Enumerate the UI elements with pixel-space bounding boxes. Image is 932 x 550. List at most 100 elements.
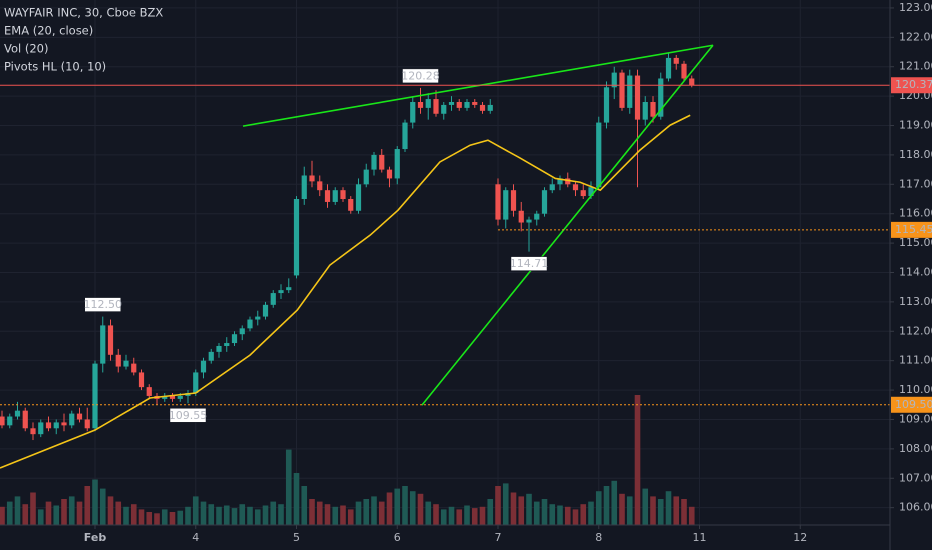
candle-body [363, 169, 369, 185]
candle-body [177, 395, 183, 399]
volume-bar [363, 499, 370, 525]
x-tick-label: 5 [293, 531, 300, 544]
volume-bar [278, 504, 284, 525]
y-tick-label: 110.00 [899, 383, 932, 396]
candle-body [169, 395, 176, 399]
volume-bar [285, 449, 292, 525]
ema-line [0, 114, 691, 469]
x-tick-label: 11 [693, 531, 707, 544]
volume-bar [611, 480, 618, 525]
volume-bar [130, 504, 137, 525]
pivot-box [510, 256, 548, 271]
volume-bar [84, 486, 91, 525]
x-tick-label: Feb [84, 531, 107, 544]
y-tick-label: 106.00 [899, 501, 932, 514]
volume-bar [580, 504, 587, 525]
candle-body [433, 99, 439, 114]
volume-bar [495, 486, 501, 525]
volume-bar [673, 496, 680, 525]
volume-bar [541, 499, 548, 525]
y-tick-label: 119.00 [899, 119, 932, 132]
volume-bar [340, 505, 346, 525]
volume-bar [456, 509, 463, 525]
volume-bar [433, 504, 439, 525]
candle-body [588, 187, 594, 197]
volume-bar [76, 501, 83, 525]
candle-body [441, 104, 447, 114]
y-tick-label: 121.00 [899, 60, 932, 73]
volume-bar [107, 496, 114, 525]
volume-bar [464, 505, 470, 525]
volume-bar [169, 512, 176, 525]
pivot-box [169, 408, 207, 423]
candle-body [247, 319, 253, 329]
price-label-box [891, 396, 932, 413]
legend-volume: Vol (20) [4, 42, 48, 56]
trend-line [421, 44, 714, 406]
candle-body [239, 328, 245, 335]
volume-bar [37, 509, 44, 525]
candle-body [0, 416, 5, 426]
volume-bar [123, 506, 129, 525]
volume-bar [223, 505, 230, 525]
candle-body [61, 422, 67, 426]
volume-bar [642, 488, 649, 525]
candle-body [123, 360, 129, 367]
candle-body [510, 190, 517, 211]
volume-bar [510, 492, 517, 525]
volume-bar [262, 505, 269, 525]
volume-bar [681, 499, 687, 525]
volume-bar [22, 504, 29, 525]
volume-bar [185, 506, 191, 525]
x-tick-label: 4 [192, 531, 199, 544]
candle-body [193, 372, 199, 394]
y-tick-label: 114.00 [899, 265, 932, 278]
volume-bar [0, 506, 5, 525]
candle-body [53, 422, 59, 429]
volume-bar [92, 479, 98, 525]
volume-bar [417, 493, 424, 525]
y-tick-label: 111.00 [899, 354, 932, 367]
candle-body [379, 154, 385, 170]
volume-bar [619, 493, 625, 525]
legend-title: WAYFAIR INC, 30, Cboe BZX [4, 6, 163, 20]
volume-bar [14, 496, 21, 525]
candle-body [596, 122, 602, 188]
volume-bar [479, 506, 486, 525]
volume-bar [30, 492, 36, 525]
volume-bar [572, 509, 579, 525]
volume-bar [603, 486, 610, 525]
candle-body [665, 57, 672, 79]
candle-body [549, 184, 555, 191]
volume-bar [533, 501, 540, 525]
volume-bar [347, 509, 354, 525]
candle-body [402, 122, 408, 150]
candle-body [216, 345, 222, 352]
candle-body [425, 99, 431, 108]
pivot-box [84, 297, 122, 312]
candle-body [681, 63, 687, 79]
candle-body [479, 104, 486, 111]
pivot-label: 109.55 [169, 409, 208, 422]
x-tick-label: 12 [793, 531, 807, 544]
candle-body [92, 363, 98, 429]
volume-bar [557, 505, 563, 525]
candle-body [131, 363, 137, 373]
candle-body [30, 428, 36, 435]
volume-bar [634, 395, 641, 525]
y-tick-label: 109.00 [899, 412, 932, 425]
candle-body [115, 354, 121, 367]
candle-body [448, 102, 455, 105]
volume-bar [518, 496, 525, 525]
volume-bar [161, 509, 168, 525]
volume-bar [332, 506, 339, 525]
candle-body [107, 325, 114, 355]
candle-body [371, 154, 377, 170]
candle-body [208, 351, 214, 361]
volume-bar [665, 491, 672, 525]
volume-bar [526, 493, 532, 525]
y-tick-label: 113.00 [899, 295, 932, 308]
candle-body [340, 190, 346, 200]
y-tick-label: 112.00 [899, 324, 932, 337]
